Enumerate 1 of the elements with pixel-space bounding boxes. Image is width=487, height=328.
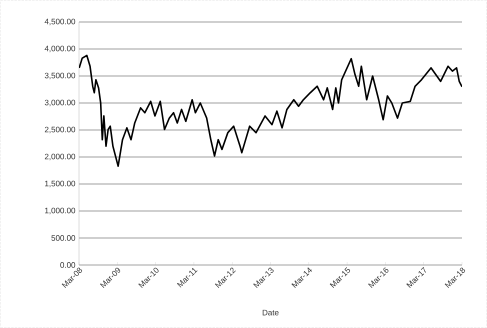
line-series [79, 54, 462, 167]
